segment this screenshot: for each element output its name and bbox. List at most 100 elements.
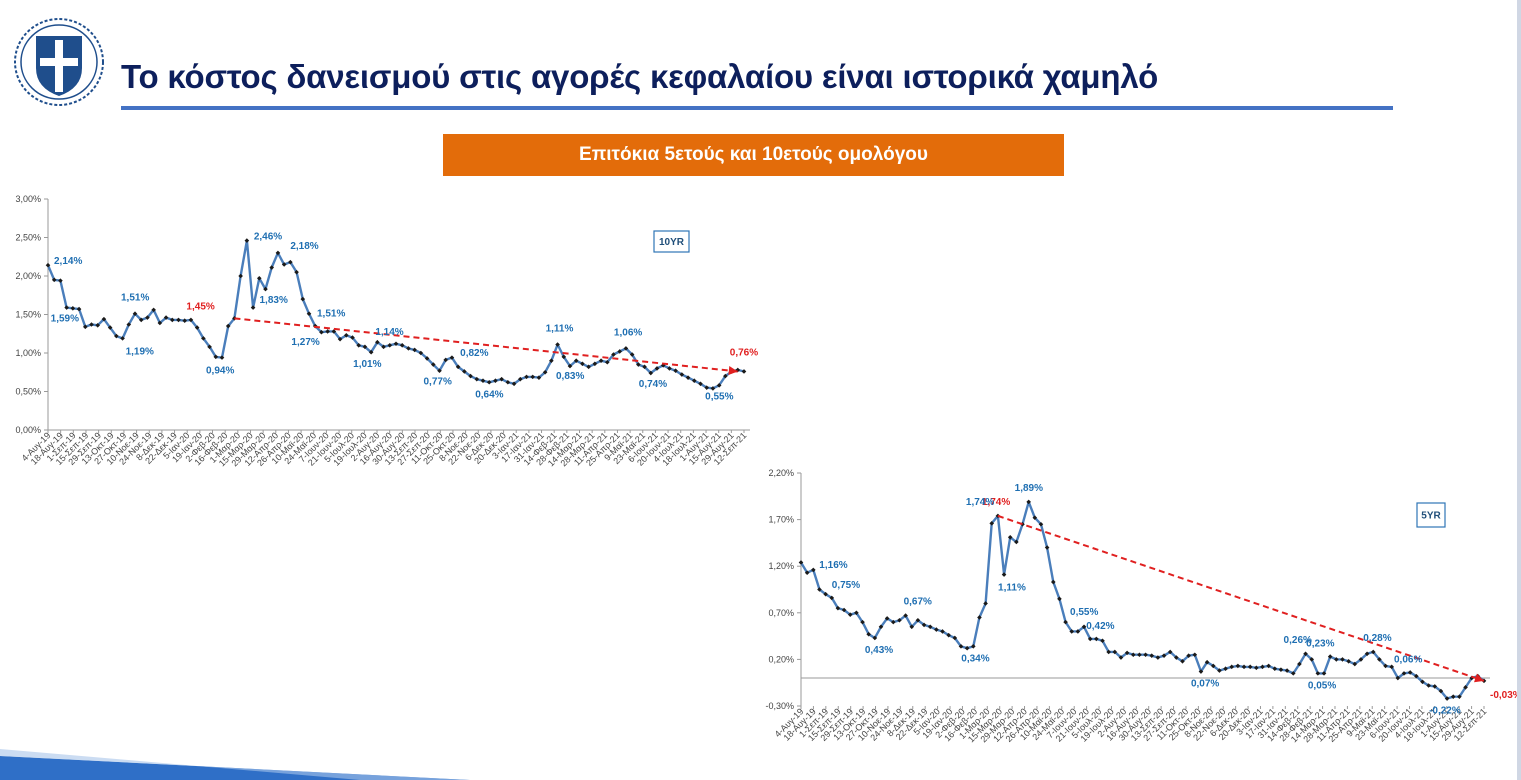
data-point	[331, 329, 337, 334]
data-point	[82, 324, 88, 330]
data-label: 0,67%	[904, 597, 932, 608]
y-tick-label: 1,70%	[768, 515, 794, 525]
data-point	[325, 329, 330, 334]
data-point	[430, 362, 436, 367]
data-point	[1321, 671, 1327, 676]
data-point	[188, 317, 194, 323]
data-label: 0,43%	[865, 645, 893, 656]
data-point	[679, 372, 685, 377]
data-point	[1186, 653, 1191, 658]
data-point	[835, 605, 841, 611]
data-label: 1,19%	[126, 346, 154, 357]
data-point	[45, 262, 51, 268]
y-tick-label: 0,50%	[15, 387, 41, 397]
data-point	[1204, 659, 1210, 665]
data-point	[804, 570, 810, 576]
data-label: 0,94%	[206, 366, 234, 377]
data-point	[648, 370, 654, 376]
y-tick-label: 0,00%	[15, 425, 41, 435]
data-label: 1,27%	[291, 337, 319, 348]
trend-end-label: -0,03%	[1490, 690, 1521, 701]
data-point	[629, 352, 635, 357]
data-point	[76, 306, 82, 312]
data-point	[872, 635, 878, 641]
data-label: 0,06%	[1394, 654, 1422, 665]
data-point	[723, 373, 728, 379]
data-point	[1260, 664, 1265, 670]
data-point	[617, 349, 623, 354]
data-point	[1266, 663, 1271, 669]
data-point	[505, 379, 511, 385]
data-point	[1247, 664, 1253, 670]
data-point	[1050, 579, 1056, 585]
data-point	[903, 613, 908, 618]
data-point	[1297, 661, 1302, 667]
data-point	[673, 368, 678, 374]
y-tick-label: 0,70%	[768, 608, 794, 618]
data-point	[1130, 652, 1136, 658]
data-point	[1290, 671, 1296, 676]
data-label: 0,34%	[961, 653, 989, 664]
data-point	[580, 361, 585, 367]
trend-arrowhead	[1474, 673, 1484, 683]
data-point	[356, 343, 362, 348]
data-point	[915, 617, 921, 623]
data-point	[1174, 655, 1179, 660]
data-point	[319, 329, 324, 335]
data-point	[1155, 655, 1161, 660]
data-point	[1315, 671, 1321, 676]
data-label: 0,82%	[460, 348, 488, 359]
data-point	[437, 368, 442, 374]
data-label: 1,06%	[614, 327, 642, 338]
data-label: 1,11%	[998, 583, 1026, 594]
data-label: 0,74%	[639, 379, 667, 390]
data-point	[263, 286, 268, 292]
data-point	[921, 622, 927, 628]
data-point	[1069, 629, 1075, 634]
data-point	[1235, 663, 1241, 669]
data-point	[847, 612, 853, 617]
data-label: 0,77%	[424, 377, 452, 388]
data-point	[219, 355, 225, 360]
data-point	[1198, 669, 1204, 674]
data-point	[387, 343, 393, 348]
data-point	[878, 624, 884, 630]
data-point	[811, 567, 816, 573]
data-point	[1241, 664, 1247, 670]
data-point	[1075, 629, 1081, 634]
y-tick-label: 0,20%	[768, 654, 794, 664]
data-point	[841, 607, 847, 613]
data-point	[698, 381, 703, 387]
data-point	[1303, 651, 1308, 657]
data-point	[412, 347, 417, 353]
data-point	[462, 369, 467, 374]
y-tick-label: 1,20%	[768, 561, 794, 571]
data-point	[244, 238, 250, 243]
data-point	[536, 375, 542, 380]
data-point	[573, 358, 579, 363]
data-point	[1149, 653, 1155, 658]
data-label: 1,14%	[375, 327, 403, 338]
data-label: 0,55%	[705, 391, 733, 402]
data-point	[499, 376, 504, 382]
data-point	[480, 378, 486, 384]
data-point	[989, 521, 995, 526]
data-point	[213, 354, 219, 360]
data-point	[443, 357, 449, 363]
data-label: 1,51%	[121, 293, 149, 304]
data-point	[667, 366, 672, 371]
data-point	[70, 306, 76, 311]
trend-end-label: 0,76%	[730, 347, 758, 358]
data-point	[704, 385, 710, 390]
data-point	[897, 617, 902, 623]
data-point	[126, 322, 132, 327]
data-point	[1167, 649, 1173, 655]
trend-arrowhead	[728, 366, 738, 376]
data-point	[1229, 664, 1235, 670]
data-point	[829, 595, 835, 601]
data-point	[194, 325, 200, 330]
data-point	[592, 361, 598, 367]
data-point	[232, 316, 237, 321]
data-point	[685, 375, 691, 380]
data-point	[169, 317, 175, 323]
